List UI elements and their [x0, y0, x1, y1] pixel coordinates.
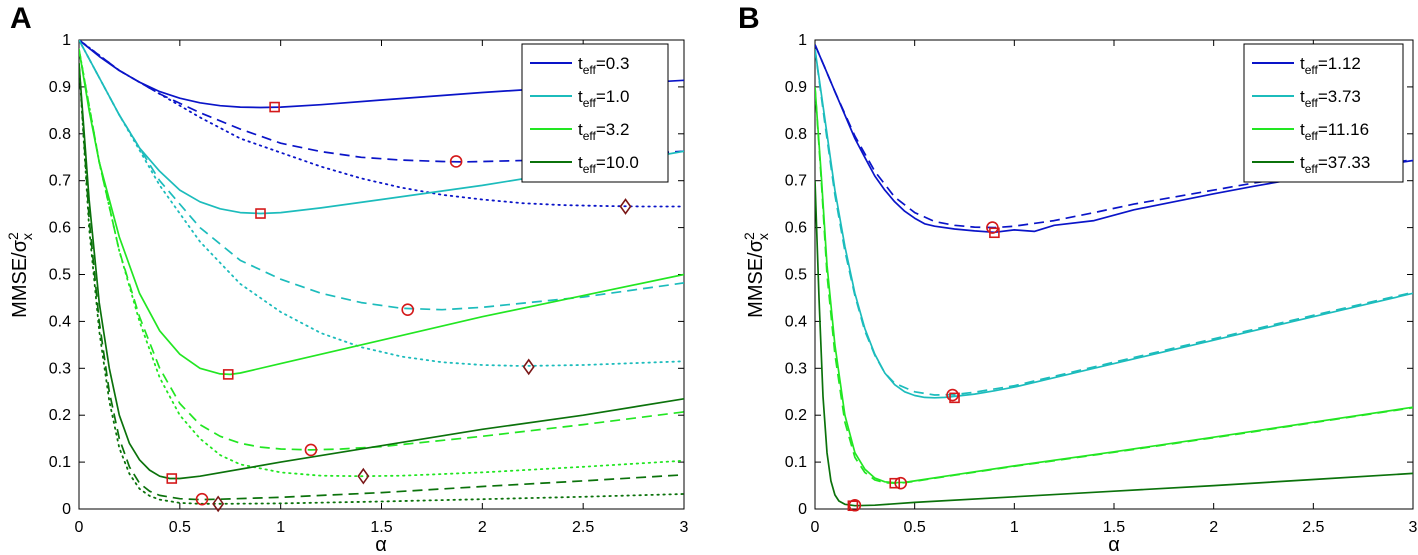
y-tick-label-a: 0.9: [49, 79, 71, 96]
marker-square: [949, 392, 960, 404]
marker-square: [166, 473, 178, 484]
x-tick-label-b: 2.5: [1302, 519, 1324, 536]
x-tick-label-b: 0.5: [904, 519, 926, 536]
y-tick-label-a: 0.2: [49, 407, 71, 424]
marker-diamond: [522, 358, 535, 376]
legend-a: teff=0.3 teff=1.0 teff=3.2 teff=10.0: [521, 43, 669, 183]
panel-b-plot: 0 0.5 1 1.5 2 2.5 3 0 0.1 0.2 0.3 0.4 0.5 0.6 0.7 0.8 0.…: [785, 32, 1418, 536]
y-tick-label-b: 0.6: [785, 220, 807, 237]
x-tick-label-a: 0: [75, 519, 84, 536]
marker-circle: [894, 476, 908, 490]
y-tick-label-a: 0.8: [49, 126, 71, 143]
y-tick-label-b: 0.8: [785, 126, 807, 143]
series-group-a: [79, 40, 684, 505]
x-axis-title-b: α: [1108, 534, 1120, 555]
series-line: [815, 44, 1413, 234]
x-axis-title-a: α: [375, 534, 387, 555]
y-tick-label-a: 0.3: [49, 360, 71, 377]
x-tick-label-a: 0.5: [169, 519, 191, 536]
y-tick-label-b: 0.3: [785, 360, 807, 377]
series-line: [79, 63, 684, 480]
marker-circle: [946, 388, 959, 402]
y-axis-title-b-sub: x: [755, 233, 771, 240]
series-line: [815, 180, 1413, 507]
marker-square: [255, 208, 266, 219]
legend-label: teff=3.2: [578, 120, 629, 143]
x-tick-label-a: 1: [276, 519, 285, 536]
y-tick-label-a: 0: [62, 501, 71, 518]
marker-diamond: [212, 495, 225, 513]
y-tick-label-a: 0.5: [49, 267, 71, 284]
marker-diamond: [619, 198, 632, 215]
marker-circle: [401, 303, 415, 316]
panel-label-b: B: [738, 2, 760, 35]
marker-square: [889, 477, 901, 489]
y-tick-label-b: 0.4: [785, 313, 807, 330]
marker-square: [989, 227, 1000, 239]
x-tick-label-a: 2: [478, 519, 487, 536]
marker-circle: [304, 443, 318, 457]
marker-circle: [449, 155, 463, 168]
marker-circle: [848, 498, 862, 512]
x-tick-label-a: 1.5: [370, 519, 392, 536]
series-line: [79, 49, 684, 376]
x-tick-label-b: 3: [1409, 519, 1418, 536]
marker-square: [269, 101, 280, 113]
legend-box-a: [521, 43, 669, 183]
x-tick-label-a: 2.5: [572, 519, 594, 536]
legend-label: teff=10.0: [578, 153, 639, 176]
x-tick-label-b: 2: [1209, 519, 1218, 536]
panel-a: A 0 0.5 1 1.5 2 2.5 3 0 0.1 0.2 0.3 0.4 0.5 0.6 0.7 0.8…: [5, 2, 689, 555]
series-line: [79, 40, 684, 367]
y-tick-label-a: 0.6: [49, 220, 71, 237]
y-tick-label-a: 0.1: [49, 454, 71, 471]
series-line: [815, 49, 1413, 396]
y-axis-title-b: MMSE/σ2x: [741, 232, 771, 318]
y-tick-label-b: 0.7: [785, 173, 807, 190]
x-tick-label-b: 1: [1010, 519, 1019, 536]
y-axis-title-a-sup: 2: [5, 232, 21, 240]
legend-label: teff=11.16: [1300, 120, 1369, 143]
series-line: [79, 48, 684, 478]
y-axis-title-b-main: MMSE/σ: [745, 239, 767, 318]
legend-label: teff=37.33: [1300, 153, 1370, 176]
legend-label: teff=1.0: [578, 87, 629, 110]
y-axis-title-b-sup: 2: [741, 232, 757, 240]
panel-label-a: A: [10, 2, 32, 35]
y-tick-label-b: 0: [798, 501, 807, 518]
series-line: [79, 40, 684, 163]
marker-circle: [195, 492, 209, 506]
series-line: [79, 40, 684, 311]
legend-b: teff=1.12 teff=3.73 teff=11.16 teff=37.33: [1243, 43, 1404, 183]
legend-label: teff=3.73: [1300, 87, 1361, 110]
y-tick-label-b: 1: [798, 32, 807, 49]
series-line: [79, 63, 684, 501]
y-tick-label-b: 0.2: [785, 407, 807, 424]
y-tick-label-a: 0.4: [49, 313, 71, 330]
legend-label: teff=1.12: [1300, 54, 1361, 77]
y-axis-title-a-main: MMSE/σ: [9, 239, 31, 318]
y-axis-title-a-sub: x: [19, 233, 35, 240]
x-tick-label-a: 3: [680, 519, 689, 536]
panel-a-plot: 0 0.5 1 1.5 2 2.5 3 0 0.1 0.2 0.3 0.4 0.5 0.6 0.7 0.8 0.…: [49, 32, 689, 536]
legend-label: teff=0.3: [578, 54, 629, 77]
series-line: [79, 40, 684, 208]
y-tick-label-b: 0.9: [785, 79, 807, 96]
panel-b: B 0 0.5 1 1.5 2 2.5 3 0 0.1 0.2 0.3 0.4 0.5 0.6 0.7 0.8…: [738, 2, 1418, 555]
y-tick-label-b: 0.1: [785, 454, 807, 471]
y-tick-label-a: 1: [62, 32, 71, 49]
y-tick-label-a: 0.7: [49, 173, 71, 190]
legend-box-b: [1243, 43, 1404, 183]
y-tick-label-b: 0.5: [785, 267, 807, 284]
series-line: [79, 62, 684, 505]
x-tick-label-b: 1.5: [1103, 519, 1125, 536]
x-tick-label-b: 0: [811, 519, 820, 536]
y-axis-title-a: MMSE/σ2x: [5, 232, 35, 318]
marker-diamond: [357, 467, 370, 485]
marker-square: [222, 369, 234, 380]
